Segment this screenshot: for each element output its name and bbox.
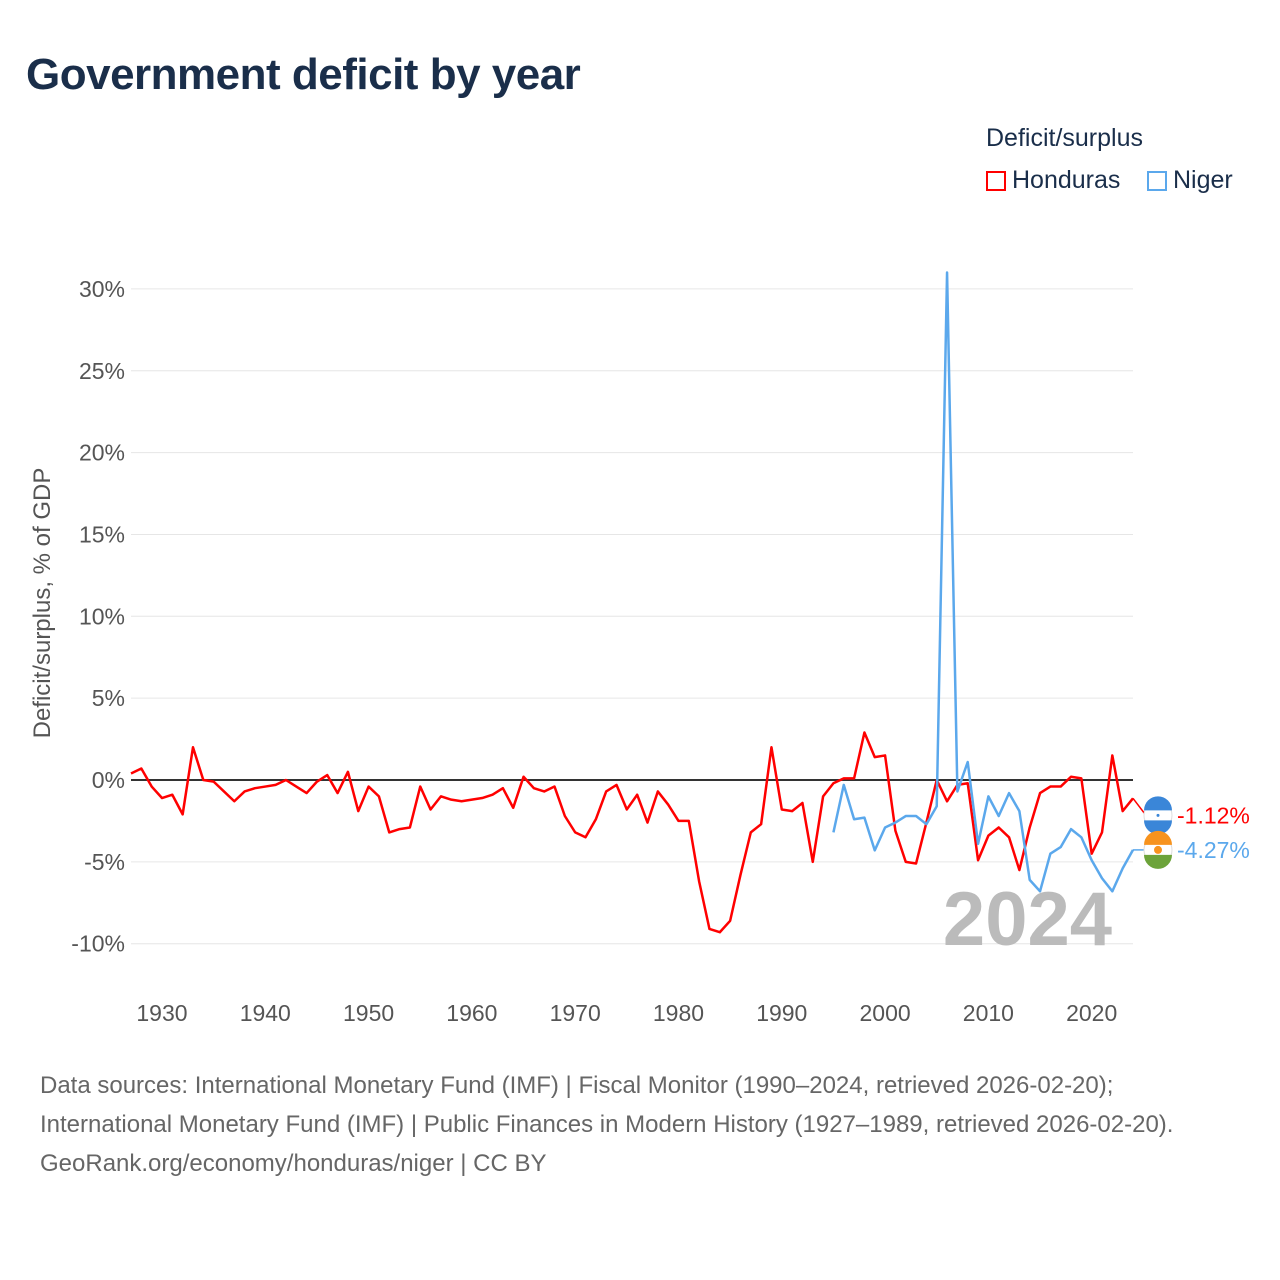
legend-swatch-honduras <box>986 170 1006 191</box>
y-tick-label: 15% <box>79 521 125 547</box>
y-tick-label: 5% <box>92 685 125 711</box>
legend-swatch-niger <box>1147 170 1167 191</box>
y-tick-label: -5% <box>84 849 125 875</box>
chart-title: Government deficit by year <box>26 50 581 99</box>
current-year-label: 2024 <box>943 877 1112 962</box>
x-tick-label: 1940 <box>240 1000 291 1026</box>
x-tick-label: 2000 <box>859 1000 910 1026</box>
y-tick-label: -10% <box>71 931 125 957</box>
x-tick-label: 2020 <box>1066 1000 1117 1026</box>
x-tick-label: 2010 <box>963 1000 1014 1026</box>
series-line-niger[interactable] <box>832 271 1135 893</box>
y-axis-label: Deficit/surplus, % of GDP <box>29 468 56 739</box>
y-tick-label: 0% <box>92 767 125 793</box>
legend-item-honduras[interactable]: Honduras <box>986 166 1120 195</box>
x-tick-label: 1930 <box>136 1000 187 1026</box>
legend-title: Deficit/surplus <box>986 124 1143 152</box>
x-tick-label: 1980 <box>653 1000 704 1026</box>
y-tick-label: 20% <box>79 440 125 466</box>
legend-label: Honduras <box>1012 166 1121 194</box>
niger-flag-icon <box>1143 830 1173 869</box>
x-tick-label: 1960 <box>446 1000 497 1026</box>
series-line-honduras[interactable] <box>130 731 1134 934</box>
end-value-label: -1.12% <box>1177 802 1250 828</box>
x-tick-label: 1970 <box>550 1000 601 1026</box>
honduras-flag-icon <box>1143 796 1173 835</box>
y-tick-label: 30% <box>79 276 125 302</box>
sources: Data sources: International Monetary Fun… <box>40 1066 1240 1183</box>
x-tick-label: 1990 <box>756 1000 807 1026</box>
y-tick-label: 25% <box>79 358 125 384</box>
legend-item-niger[interactable]: Niger <box>1147 166 1233 195</box>
line-chart: -10% -5% 0% 5% 10% 15% 20% 25% 30% 1930 1940 1950 1… <box>29 271 1250 1026</box>
end-value-label: -4.27% <box>1177 837 1250 863</box>
y-tick-label: 10% <box>79 603 125 629</box>
attribution-link[interactable]: GeoRank.org/economy/honduras/niger | CC … <box>40 1150 547 1177</box>
x-tick-label: 1950 <box>343 1000 394 1026</box>
sources-text: Data sources: International Monetary Fun… <box>40 1072 1174 1138</box>
legend-label: Niger <box>1173 166 1233 194</box>
